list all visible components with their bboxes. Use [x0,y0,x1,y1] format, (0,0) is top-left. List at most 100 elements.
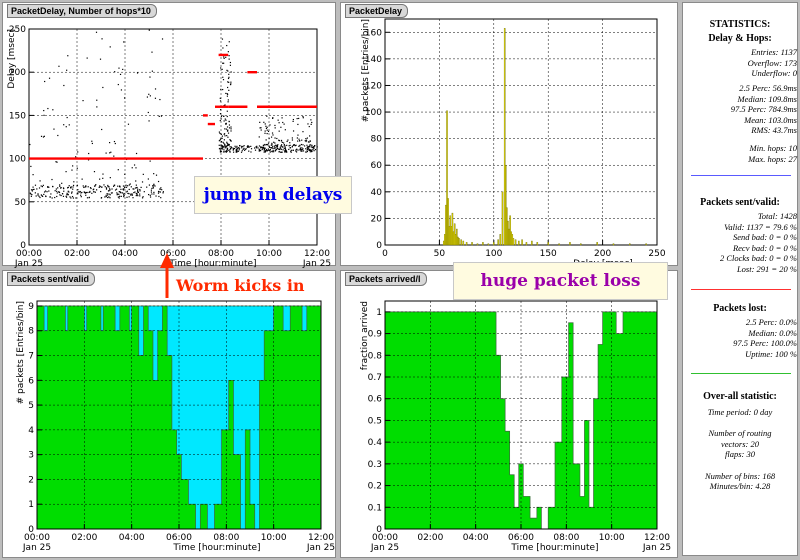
delay-point [30,189,33,191]
delay-point [267,144,269,146]
delay-point [236,149,238,152]
delay-point [227,77,230,80]
delay-point [221,38,224,40]
stat-line: 2.5 Perc: 0.0% [745,317,797,327]
delay-point [229,61,232,64]
delay-point [226,130,229,132]
y-tick-label: 50 [15,198,27,208]
delay-point [307,146,310,148]
delay-point [62,187,65,189]
delay-point [264,143,266,146]
delay-point [276,146,278,148]
delay-point [264,132,266,134]
delay-point [52,185,54,188]
delay-point [226,126,229,128]
delay-point [272,134,274,136]
delay-point [224,151,226,153]
x-tick-label: 250 [648,249,665,259]
x-tick-label: 200 [594,249,611,259]
histogram-bar [493,242,495,246]
delay-point [230,128,232,130]
delay-point [224,147,226,149]
delay-point [313,146,315,148]
delay-point [258,150,260,152]
delay-point [258,148,260,150]
delay-point [296,117,298,120]
delay-point [48,186,50,188]
overall-stats: Time period: 0 day Number of routing vecto… [683,407,797,492]
delay-point [292,120,294,123]
delay-point [268,137,270,140]
y-tick-label: 0.5 [368,416,382,426]
y-axis-label: Delay [msec] [7,29,17,89]
delay-point [266,143,268,146]
delay-point [223,139,225,141]
delay-point [29,192,31,194]
delay-point [103,184,105,186]
delay-point [68,185,70,187]
delay-point [147,111,149,114]
delay-point [298,145,300,147]
delay-point [276,147,278,150]
delay-point [116,194,118,196]
delay-point [33,188,35,190]
delay-point [298,117,300,120]
delay-point [266,129,268,131]
histogram-bar [509,215,511,246]
delay-point [76,185,78,187]
delay-point [231,147,233,149]
delay-point [262,147,264,150]
x-tick-label: 12:00 [304,249,330,259]
delay-point [147,193,150,196]
delay-point [280,126,282,128]
delay-point [51,178,53,181]
delay-point [302,115,304,118]
delay-point [105,195,107,198]
delay-point [272,117,274,119]
delay-point [70,192,73,194]
delay-point [229,83,232,86]
stat-line: Uptime: 100 % [745,348,797,359]
delay-point [300,150,302,152]
delay-point [148,29,150,31]
delay-point [72,186,74,188]
delay-point [284,148,286,150]
delay-point [316,146,318,148]
delay-point [80,192,82,194]
delay-point [266,132,268,135]
delay-point [227,101,229,103]
delay-point [262,146,265,148]
delay-point [105,194,107,196]
delay-point [159,98,161,101]
delay-point [222,79,225,81]
x-tick-label: 0 [382,249,388,259]
delay-point [84,186,86,188]
y-tick-label: 2 [28,475,34,485]
delay-point [127,192,129,194]
histogram-bar [482,242,484,246]
y-tick-label: 140 [365,55,382,65]
delay-point [308,149,310,151]
delay-point [271,147,273,149]
delay-point [122,185,125,187]
delay-point [95,184,97,186]
delay-point [34,192,36,194]
y-tick-label: 40 [371,188,383,198]
histogram-bar [446,110,448,246]
delay-point [274,142,276,144]
delay-point [224,104,226,106]
delay-point [111,192,113,194]
delay-point [284,151,286,153]
delay-point [99,185,101,188]
delay-point [278,130,280,132]
delay-point [124,186,126,188]
y-tick-label: 1 [376,308,382,318]
delay-point [77,151,79,153]
delay-point [137,189,139,192]
delay-point [100,190,102,193]
delay-point [35,195,37,197]
delay-point [278,151,280,153]
delay-point [307,123,309,125]
x-tick-label: 02:00 [417,533,443,543]
delay-point [291,146,293,148]
